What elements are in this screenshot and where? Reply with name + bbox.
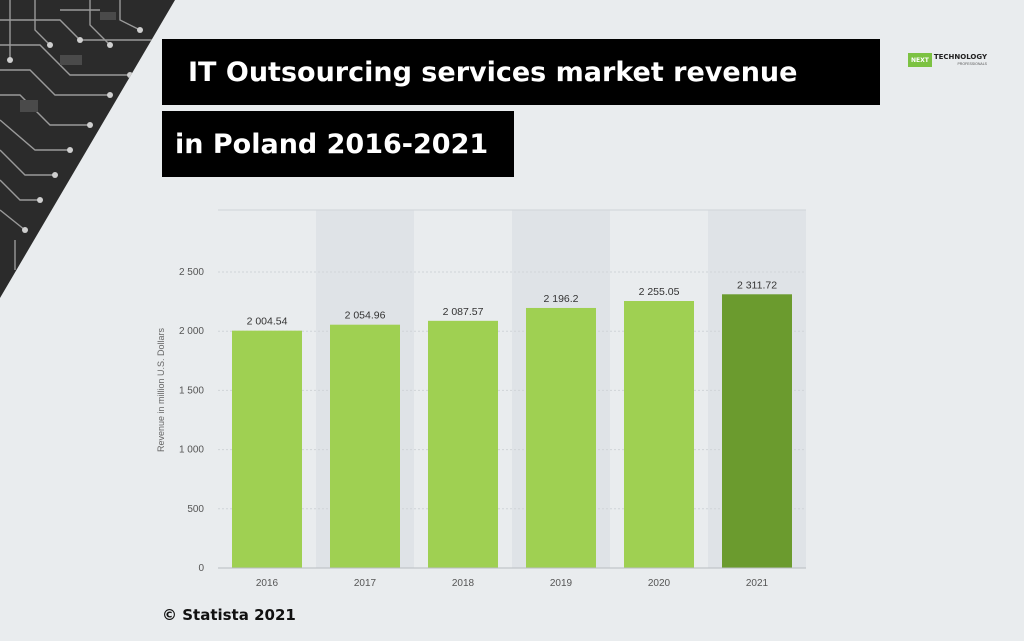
value-label: 2 087.57 (443, 306, 484, 318)
x-tick-label: 2019 (550, 578, 573, 589)
source-credit: © Statista 2021 (162, 606, 296, 624)
logo-tagline: PROFESSIONALS (957, 62, 988, 66)
value-label: 2 196.2 (543, 293, 578, 305)
bar-2016 (232, 330, 302, 568)
y-tick-label: 2 000 (179, 326, 204, 337)
y-axis-label: Revenue in million U.S. Dollars (156, 327, 166, 452)
value-label: 2 004.54 (247, 316, 288, 328)
logo-wordmark: TECHNOLOGY (933, 53, 988, 61)
x-tick-label: 2018 (452, 578, 475, 589)
title-line-1: IT Outsourcing services market revenue (162, 39, 880, 105)
bar-2018 (428, 320, 498, 568)
value-label: 2 311.72 (737, 279, 777, 291)
bar-2019 (526, 307, 596, 568)
x-tick-label: 2021 (746, 578, 769, 589)
title-line-2: in Poland 2016-2021 (162, 111, 514, 177)
x-tick-label: 2016 (256, 578, 279, 589)
y-tick-label: 2 500 (179, 267, 204, 278)
brand-logo: NEXT TECHNOLOGY PROFESSIONALS (908, 53, 987, 73)
logo-badge: NEXT (908, 53, 932, 67)
circuit-board-image (0, 0, 175, 298)
y-tick-label: 0 (198, 563, 204, 574)
x-tick-label: 2020 (648, 578, 671, 589)
bar-2020 (624, 301, 694, 568)
y-tick-label: 500 (187, 504, 204, 515)
value-label: 2 054.96 (345, 310, 386, 322)
bar-2021 (722, 294, 792, 568)
value-label: 2 255.05 (639, 286, 680, 298)
y-tick-label: 1 000 (179, 445, 204, 456)
x-tick-label: 2017 (354, 578, 377, 589)
bar-2017 (330, 324, 400, 568)
y-tick-label: 1 500 (179, 385, 204, 396)
